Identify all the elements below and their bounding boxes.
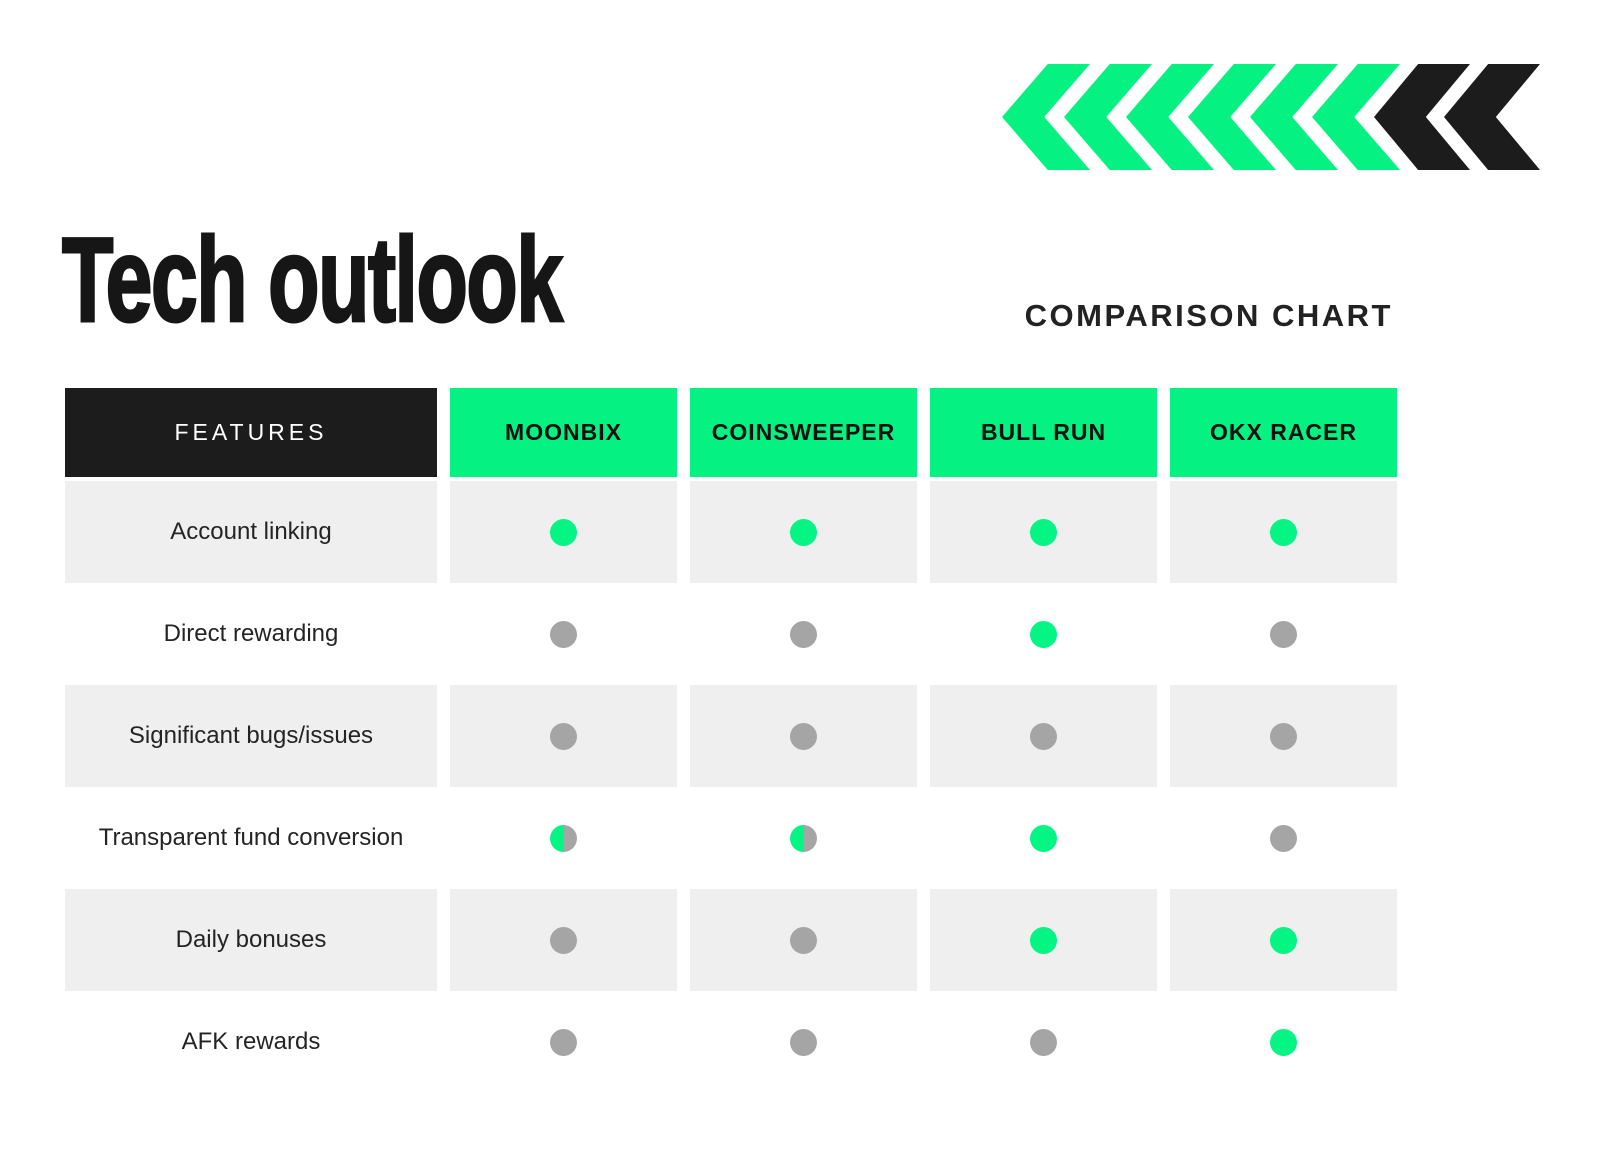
- feature-label: Transparent fund conversion: [65, 787, 437, 889]
- column-header-bull-run: BULL RUN: [930, 388, 1157, 477]
- half-green-half-gray-dot-icon: [550, 824, 577, 852]
- status-cell: [1170, 481, 1397, 583]
- status-cell: [690, 583, 917, 685]
- status-cell: [450, 889, 677, 991]
- column-header-moonbix: MOONBIX: [450, 388, 677, 477]
- gray-dot-icon: [1270, 824, 1297, 852]
- green-dot-icon: [1030, 824, 1057, 852]
- table-row: Account linking: [65, 481, 1397, 583]
- feature-label: AFK rewards: [65, 991, 437, 1093]
- status-cell: [450, 481, 677, 583]
- page-subtitle: COMPARISON CHART: [1024, 298, 1393, 333]
- half-green-half-gray-dot-icon: [790, 824, 817, 852]
- status-cell: [1170, 889, 1397, 991]
- table-row: AFK rewards: [65, 991, 1397, 1093]
- table-row: Transparent fund conversion: [65, 787, 1397, 889]
- table-header-row: FEATURES MOONBIX COINSWEEPER BULL RUN OKX R…: [65, 388, 1397, 477]
- status-cell: [690, 991, 917, 1093]
- status-cell: [450, 583, 677, 685]
- status-cell: [930, 991, 1157, 1093]
- status-cell: [1170, 787, 1397, 889]
- gray-dot-icon: [1270, 722, 1297, 750]
- status-cell: [450, 685, 677, 787]
- status-cell: [930, 889, 1157, 991]
- status-cell: [930, 481, 1157, 583]
- feature-label: Significant bugs/issues: [65, 685, 437, 787]
- status-cell: [930, 685, 1157, 787]
- status-cell: [1170, 583, 1397, 685]
- gray-dot-icon: [1030, 1028, 1057, 1056]
- feature-label: Account linking: [65, 481, 437, 583]
- table-row: Direct rewarding: [65, 583, 1397, 685]
- status-cell: [690, 481, 917, 583]
- column-header-coinsweeper: COINSWEEPER: [690, 388, 917, 477]
- green-dot-icon: [550, 518, 577, 546]
- black-chevron-left-icon: [1444, 64, 1540, 170]
- comparison-table: FEATURES MOONBIX COINSWEEPER BULL RUN OKX R…: [65, 388, 1397, 1093]
- column-header-okx-racer: OKX RACER: [1170, 388, 1397, 477]
- chevron-decoration: [1002, 64, 1540, 170]
- feature-label: Daily bonuses: [65, 889, 437, 991]
- status-cell: [690, 889, 917, 991]
- page-title: Tech outlook: [61, 213, 564, 347]
- status-cell: [450, 787, 677, 889]
- green-dot-icon: [1030, 620, 1057, 648]
- status-cell: [450, 991, 677, 1093]
- green-dot-icon: [1270, 926, 1297, 954]
- green-dot-icon: [1270, 1028, 1297, 1056]
- gray-dot-icon: [790, 620, 817, 648]
- gray-dot-icon: [550, 926, 577, 954]
- green-dot-icon: [1030, 518, 1057, 546]
- table-row: Significant bugs/issues: [65, 685, 1397, 787]
- table-row: Daily bonuses: [65, 889, 1397, 991]
- status-cell: [690, 787, 917, 889]
- gray-dot-icon: [550, 722, 577, 750]
- status-cell: [930, 583, 1157, 685]
- status-cell: [1170, 991, 1397, 1093]
- feature-label: Direct rewarding: [65, 583, 437, 685]
- status-cell: [930, 787, 1157, 889]
- features-header-cell: FEATURES: [65, 388, 437, 477]
- gray-dot-icon: [550, 620, 577, 648]
- gray-dot-icon: [550, 1028, 577, 1056]
- gray-dot-icon: [790, 722, 817, 750]
- gray-dot-icon: [1030, 722, 1057, 750]
- table-body: Account linking Direct rewarding Significa…: [65, 481, 1397, 1093]
- gray-dot-icon: [1270, 620, 1297, 648]
- green-dot-icon: [1270, 518, 1297, 546]
- gray-dot-icon: [790, 1028, 817, 1056]
- green-dot-icon: [1030, 926, 1057, 954]
- status-cell: [1170, 685, 1397, 787]
- green-dot-icon: [790, 518, 817, 546]
- gray-dot-icon: [790, 926, 817, 954]
- status-cell: [690, 685, 917, 787]
